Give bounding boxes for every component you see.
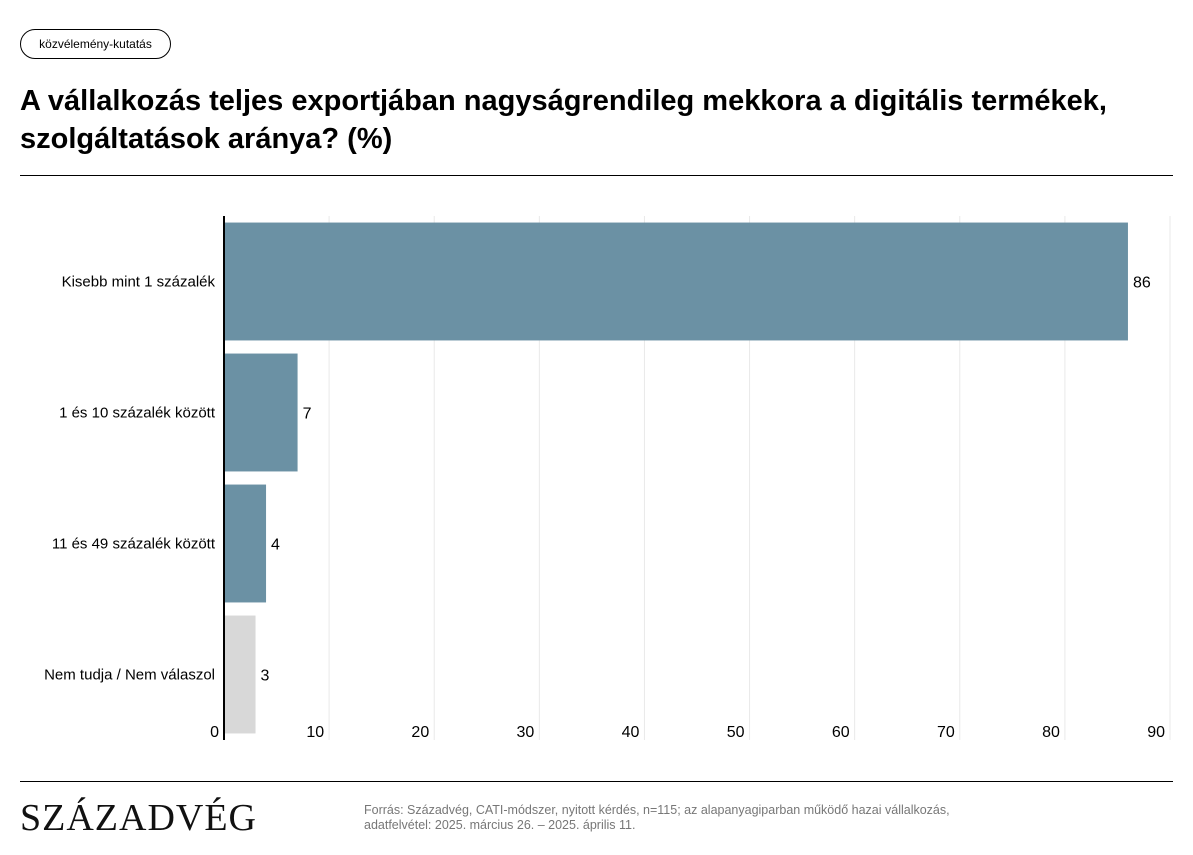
category-label-3: Nem tudja / Nem válaszol: [44, 667, 215, 684]
category-label-0: Kisebb mint 1 százalék: [62, 274, 216, 291]
bar-0: [224, 222, 1128, 341]
category-tag: közvélemény-kutatás: [20, 29, 171, 59]
bottom-divider: [20, 781, 1173, 782]
x-tick-label-0: 0: [210, 724, 219, 741]
x-tick-label-2: 20: [411, 724, 429, 741]
x-tick-label-4: 40: [622, 724, 640, 741]
page-title: A vállalkozás teljes exportjában nagyság…: [20, 85, 1107, 155]
source-line-1: Forrás: Századvég, CATI-módszer, nyitott…: [364, 803, 950, 817]
category-label-2: 11 és 49 százalék között: [52, 536, 216, 553]
x-tick-label-6: 60: [832, 724, 850, 741]
x-tick-label-8: 80: [1042, 724, 1060, 741]
top-divider: [20, 175, 1173, 176]
x-tick-label-7: 70: [937, 724, 955, 741]
category-label-1: 1 és 10 százalék között: [59, 405, 216, 422]
x-tick-label-5: 50: [727, 724, 745, 741]
bar-chart: Kisebb mint 1 százalék 86 1 és 10 százalék…: [44, 216, 1171, 741]
value-label-2: 4: [271, 537, 280, 554]
source-note: Forrás: Századvég, CATI-módszer, nyitott…: [364, 803, 1064, 833]
szazadveg-logo: SZÁZADVÉG: [20, 797, 257, 839]
bar-2: [224, 484, 267, 603]
value-label-3: 3: [261, 668, 270, 685]
x-tick-label-1: 10: [306, 724, 324, 741]
value-label-1: 7: [303, 406, 312, 423]
x-tick-label-9: 90: [1147, 724, 1165, 741]
source-line-2: adatfelvétel: 2025. március 26. – 2025. …: [364, 818, 636, 832]
bar-1: [224, 353, 298, 472]
bar-3: [224, 615, 256, 734]
x-tick-label-3: 30: [517, 724, 535, 741]
value-label-0: 86: [1133, 275, 1151, 292]
